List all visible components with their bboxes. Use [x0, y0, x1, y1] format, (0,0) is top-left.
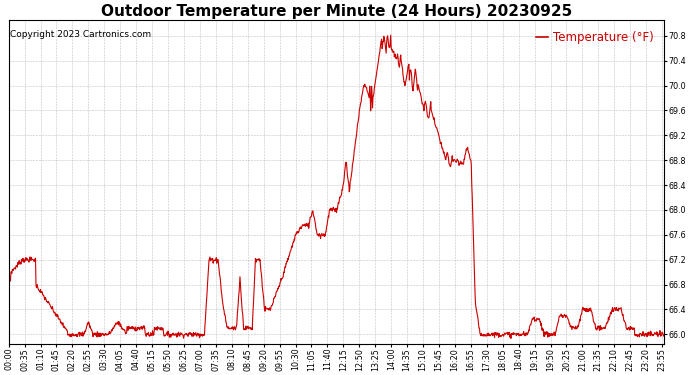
Title: Outdoor Temperature per Minute (24 Hours) 20230925: Outdoor Temperature per Minute (24 Hours… [101, 4, 572, 19]
Text: Copyright 2023 Cartronics.com: Copyright 2023 Cartronics.com [10, 30, 151, 39]
Legend: Temperature (°F): Temperature (°F) [531, 26, 658, 49]
